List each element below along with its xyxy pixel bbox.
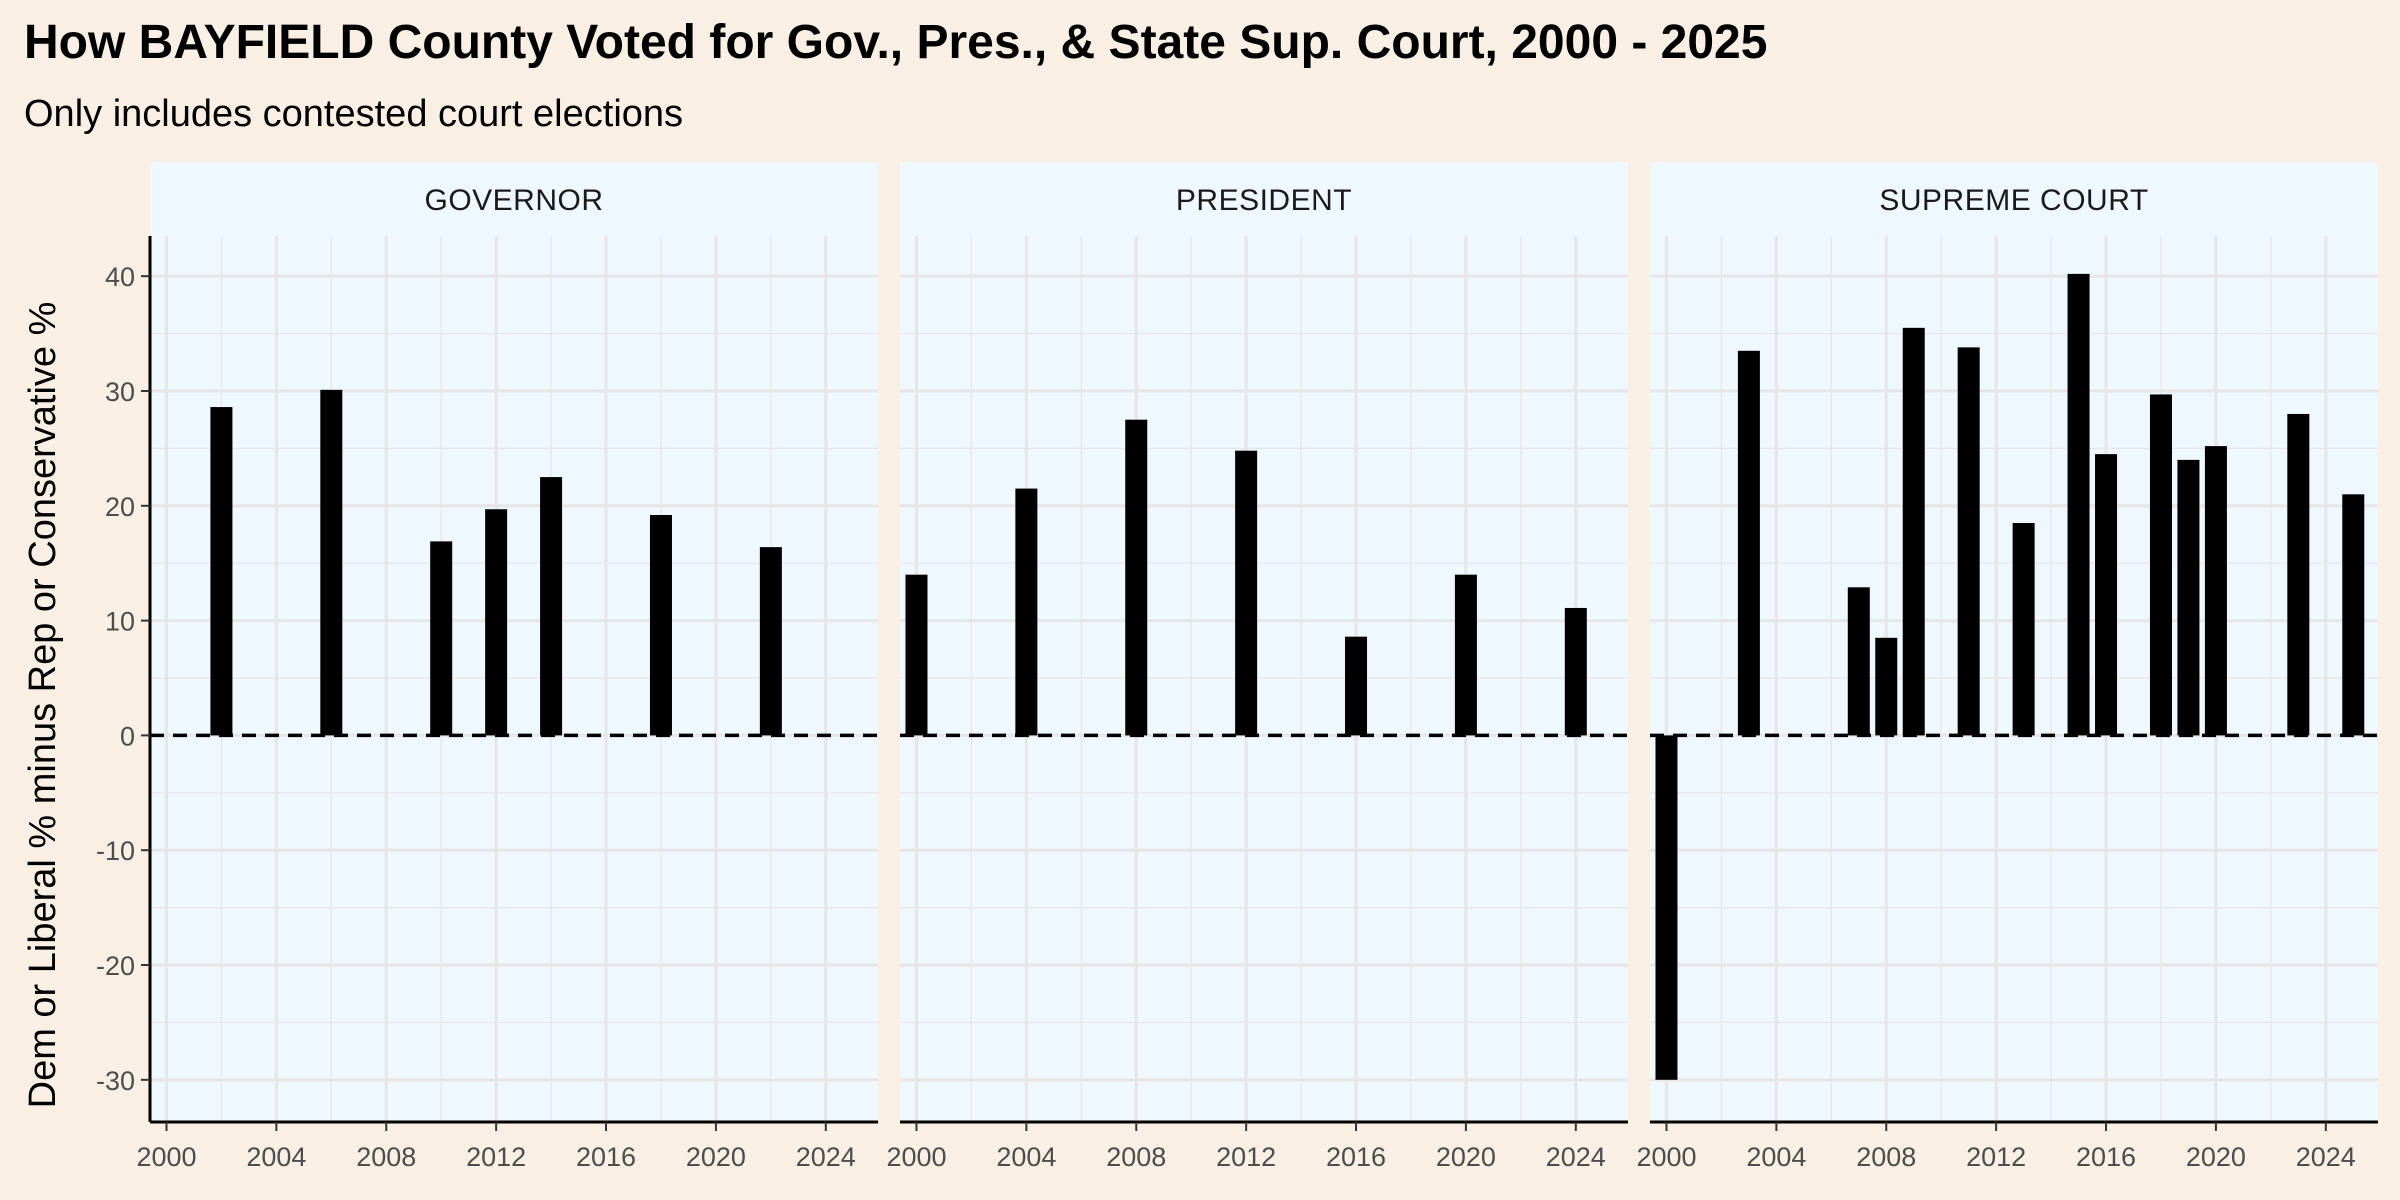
y-tick-label: 0: [120, 721, 135, 751]
bar-2025: [2342, 494, 2365, 736]
x-tick-label: 2008: [1106, 1142, 1166, 1172]
facet-strip-label: PRESIDENT: [1176, 184, 1352, 217]
chart-subtitle: Only includes contested court elections: [24, 93, 683, 135]
bar-2018: [649, 514, 672, 736]
y-tick-label: -20: [96, 951, 135, 981]
bar-2003: [1737, 350, 1760, 736]
bar-2023: [2287, 413, 2310, 736]
y-tick-label: -30: [96, 1066, 135, 1096]
x-tick-label: 2016: [2076, 1142, 2136, 1172]
bar-2008: [1875, 637, 1898, 736]
facet-strip-label: SUPREME COURT: [1879, 184, 2148, 217]
x-tick-label: 2020: [686, 1142, 746, 1172]
facet-panel-supreme-court: SUPREME COURT 2000 2004 2008 2012 2016 2020 202…: [1636, 162, 2378, 1172]
y-axis-label: Dem or Liberal % minus Rep or Conservati…: [22, 302, 64, 1109]
y-tick-label: 30: [105, 377, 135, 407]
bar-2024: [1564, 607, 1587, 736]
x-tick-label: 2004: [246, 1142, 306, 1172]
facet-strip: [900, 162, 1628, 236]
x-tick-label: 2004: [996, 1142, 1056, 1172]
chart-title: How BAYFIELD County Voted for Gov., Pres…: [24, 16, 1767, 69]
bar-2000: [905, 574, 928, 736]
x-tick-label: 2020: [1436, 1142, 1496, 1172]
y-tick-label: 40: [105, 262, 135, 292]
bar-2008: [1125, 419, 1148, 736]
facet-strip-label: GOVERNOR: [424, 184, 603, 217]
x-tick-label: 2020: [2186, 1142, 2246, 1172]
x-tick-label: 2024: [2296, 1142, 2356, 1172]
bar-2012: [485, 509, 508, 736]
x-tick-label: 2024: [1546, 1142, 1606, 1172]
bar-2019: [2177, 459, 2200, 736]
bar-2004: [1015, 488, 1038, 736]
x-tick-label: 2000: [136, 1142, 196, 1172]
facet-panel-president: PRESIDENT 2000 2004 2008 2012 2016 2020 2024: [886, 162, 1628, 1172]
bar-2000: [1655, 735, 1678, 1080]
bar-2016: [1345, 636, 1368, 736]
bar-2020: [2204, 446, 2227, 736]
bar-2011: [1957, 347, 1980, 736]
y-tick-label: -10: [96, 836, 135, 866]
x-tick-label: 2024: [796, 1142, 856, 1172]
bar-2018: [2149, 394, 2172, 736]
x-tick-label: 2012: [1966, 1142, 2026, 1172]
x-tick-label: 2016: [1326, 1142, 1386, 1172]
facet-strip: [1650, 162, 2378, 236]
bar-2012: [1235, 450, 1258, 736]
bar-2020: [1454, 574, 1477, 736]
x-tick-label: 2004: [1746, 1142, 1806, 1172]
x-tick-label: 2008: [356, 1142, 416, 1172]
bar-2006: [320, 389, 343, 736]
x-tick-label: 2012: [1216, 1142, 1276, 1172]
bar-2002: [210, 407, 233, 736]
x-tick-label: 2008: [1856, 1142, 1916, 1172]
y-tick-label: 10: [105, 607, 135, 637]
x-tick-label: 2016: [576, 1142, 636, 1172]
bar-2015: [2067, 273, 2090, 736]
bar-2009: [1902, 327, 1925, 736]
x-tick-label: 2000: [886, 1142, 946, 1172]
bar-2013: [2012, 523, 2035, 736]
bar-2014: [540, 477, 563, 736]
bar-2010: [430, 541, 453, 736]
x-tick-label: 2012: [466, 1142, 526, 1172]
bar-2016: [2095, 454, 2118, 736]
facet-strip: [150, 162, 878, 236]
facet-panel-governor: GOVERNOR 2000 2004 2008 2012 2016 2020 2024: [136, 162, 878, 1172]
y-tick-label: 20: [105, 492, 135, 522]
x-tick-label: 2000: [1636, 1142, 1696, 1172]
bar-2022: [759, 547, 782, 736]
bar-2007: [1847, 587, 1870, 736]
